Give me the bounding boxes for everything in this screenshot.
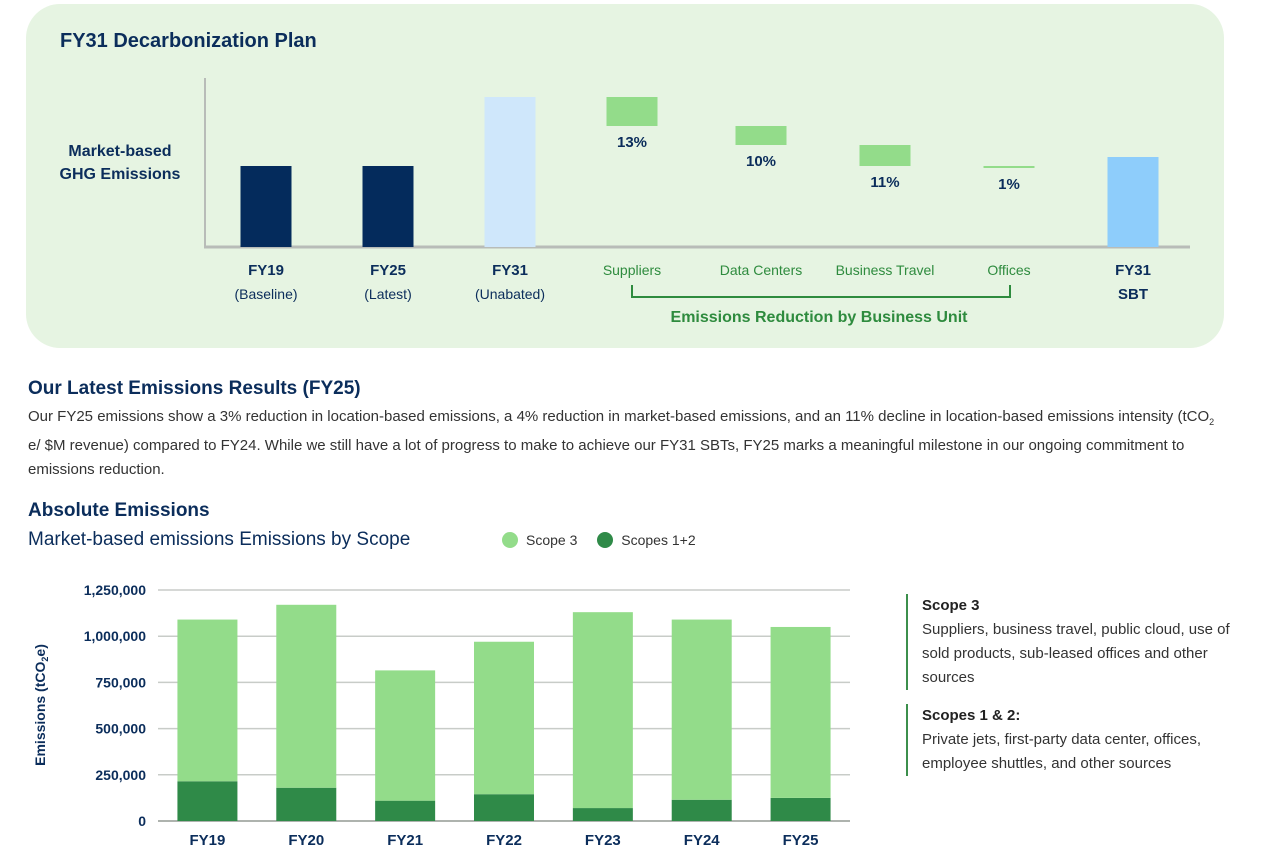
plan-title: FY31 Decarbonization Plan	[60, 30, 317, 52]
reduction-group-bracket	[631, 285, 1011, 298]
plan-data-label: 13%	[617, 134, 647, 151]
plan-bar-fy31-sbt	[1107, 157, 1159, 247]
plan-bar-fy25-latest	[362, 166, 414, 247]
note-scope3-body: Suppliers, business travel, public cloud…	[922, 621, 1230, 686]
abs-bar-fy22-scopes12	[474, 794, 534, 821]
plan-x-tick-sublabel: (Baseline)	[234, 286, 297, 302]
abs-y-tick-label: 1,000,000	[84, 628, 146, 644]
abs-x-tick-label: FY25	[783, 832, 819, 849]
abs-x-tick-label: FY23	[585, 832, 621, 849]
decarbonization-panel	[26, 4, 1224, 348]
abs-x-tick-label: FY21	[387, 832, 423, 849]
abs-y-axis-label: Emissions (tCO2e)	[32, 644, 50, 766]
decarbonization-waterfall-chart: FY19 (Baseline) FY25 (Latest) FY31 (Unabated)…	[204, 78, 1190, 326]
legend-item-scopes12: Scopes 1+2	[597, 532, 696, 548]
abs-bar-fy22-scope3	[474, 641, 534, 795]
plan-y-axis-label: Market-based GHG Emissions	[40, 140, 200, 186]
plan-bar-business-travel	[859, 145, 911, 166]
abs-bar-fy24-scopes12	[671, 799, 732, 821]
abs-bar-fy20-scopes12	[276, 787, 337, 821]
abs-x-tick-label: FY22	[486, 832, 522, 849]
abs-bar-fy25-scope3	[770, 626, 831, 798]
results-text-part2: e/ $M revenue) compared to FY24. While w…	[28, 437, 1185, 478]
legend-label-scopes12: Scopes 1+2	[621, 532, 696, 548]
plan-data-label: 10%	[746, 153, 776, 170]
plan-bar-fy31-unabated	[484, 97, 536, 247]
reduction-group-label: Emissions Reduction by Business Unit	[671, 309, 969, 326]
plan-x-tick-label: Business Travel	[836, 262, 935, 278]
abs-bar-fy19-scopes12	[177, 781, 238, 821]
plan-x-tick-label: Data Centers	[720, 262, 802, 278]
plan-x-tick-sublabel: (Unabated)	[475, 286, 545, 302]
abs-bar-fy25-scopes12	[770, 797, 831, 821]
note-scopes12-title: Scopes 1 & 2:	[922, 707, 1021, 724]
plan-y-axis-label-line1: Market-based	[68, 143, 172, 160]
abs-bar-fy19-scope3	[177, 619, 238, 782]
results-paragraph: Our FY25 emissions show a 3% reduction i…	[28, 405, 1218, 482]
abs-bar-fy23-scope3	[572, 612, 633, 809]
note-scope3-title: Scope 3	[922, 597, 980, 614]
absolute-emissions-subtitle: Market-based emissions Emissions by Scop…	[28, 529, 411, 550]
abs-y-tick-label: 250,000	[95, 767, 146, 783]
plan-x-tick-label: FY19	[248, 262, 284, 279]
abs-bar-fy21-scope3	[375, 670, 436, 801]
abs-y-tick-label: 500,000	[95, 721, 146, 737]
legend-swatch-scopes12	[597, 532, 614, 548]
plan-x-tick-sublabel: SBT	[1118, 286, 1148, 303]
abs-x-tick-label: FY20	[288, 832, 324, 849]
plan-bar-data-centers	[735, 126, 787, 145]
plan-y-axis-label-line2: GHG Emissions	[59, 166, 181, 183]
abs-bar-fy20-scope3	[276, 604, 337, 788]
abs-bar-fy21-scopes12	[375, 800, 436, 821]
plan-x-tick-label: Offices	[987, 262, 1030, 278]
note-scopes12-body: Private jets, first-party data center, o…	[922, 731, 1202, 772]
plan-bar-offices	[983, 166, 1035, 168]
plan-data-label: 11%	[870, 174, 899, 191]
abs-x-tick-label: FY24	[684, 832, 721, 849]
plan-x-tick-label: FY25	[370, 262, 406, 279]
results-text-subscript: 2	[1209, 417, 1215, 427]
absolute-emissions-title: Absolute Emissions	[28, 500, 210, 521]
abs-bar-fy24-scope3	[671, 619, 732, 800]
note-scope3: Scope 3 Suppliers, business travel, publ…	[906, 594, 1252, 690]
abs-y-tick-label: 750,000	[95, 674, 146, 690]
plan-x-tick-label: FY31	[1115, 262, 1151, 279]
plan-data-label: 1%	[998, 176, 1020, 193]
plan-x-tick-label: FY31	[492, 262, 528, 279]
abs-y-tick-label: 1,250,000	[84, 582, 146, 598]
results-title: Our Latest Emissions Results (FY25)	[28, 378, 361, 399]
note-scopes12: Scopes 1 & 2: Private jets, first-party …	[906, 704, 1252, 776]
plan-x-tick-sublabel: (Latest)	[364, 286, 411, 302]
plan-bar-fy19-baseline	[240, 166, 292, 247]
legend-swatch-scope3	[502, 532, 518, 548]
results-text-part1: Our FY25 emissions show a 3% reduction i…	[28, 408, 1210, 425]
plan-bar-suppliers	[606, 97, 658, 126]
plan-x-tick-label: Suppliers	[603, 262, 661, 278]
legend-item-scope3: Scope 3	[502, 532, 577, 548]
abs-y-tick-label: 0	[138, 813, 146, 829]
abs-bar-fy23-scopes12	[572, 808, 633, 821]
abs-x-tick-label: FY19	[189, 832, 225, 849]
legend-label-scope3: Scope 3	[526, 532, 578, 548]
scope-legend: Scope 3 Scopes 1+2	[502, 532, 712, 551]
